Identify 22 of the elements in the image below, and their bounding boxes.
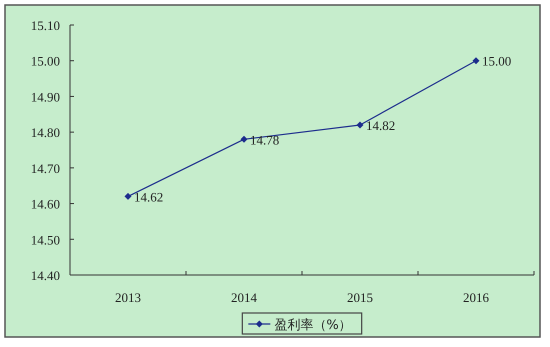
x-tick-label: 2015 — [347, 290, 373, 305]
y-tick-label: 14.60 — [30, 196, 60, 212]
y-tick-label: 14.40 — [30, 268, 60, 283]
data-label: 14.78 — [250, 132, 280, 148]
point — [472, 57, 480, 64]
point — [240, 136, 248, 143]
data-label: 15.00 — [482, 54, 512, 69]
point — [356, 122, 364, 128]
x-tick-label: 2014 — [231, 290, 258, 305]
legend-label: 盈利率（%） — [274, 317, 352, 333]
data-label: 14.62 — [134, 189, 164, 204]
y-tick-label: 14.50 — [30, 232, 60, 248]
point — [124, 192, 132, 200]
legend: 盈利率（%） — [242, 312, 362, 335]
y-tick-label: 14.80 — [30, 125, 60, 140]
y-tick-label: 14.70 — [30, 160, 60, 176]
x-tick-label: 2013 — [115, 290, 141, 305]
y-tick-label: 15.00 — [30, 54, 60, 69]
y-tick-label: 14.90 — [30, 89, 60, 104]
y-tick-label: 15.10 — [30, 18, 60, 33]
x-tick-label: 2016 — [463, 290, 490, 305]
data-label: 14.82 — [366, 118, 396, 133]
